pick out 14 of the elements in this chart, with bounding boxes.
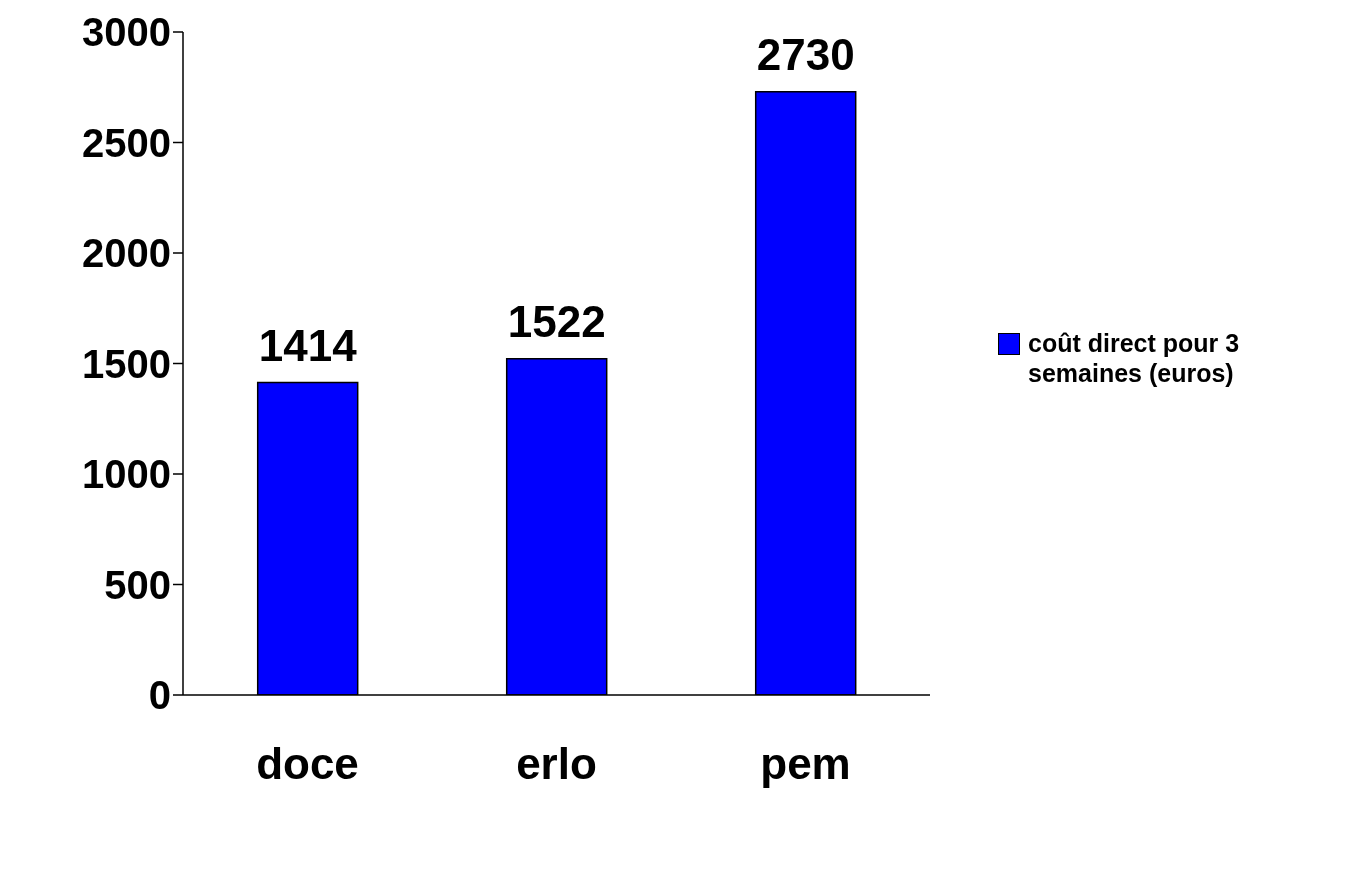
- y-tick-label: 2000: [82, 231, 171, 276]
- y-tick-label: 3000: [82, 10, 171, 55]
- y-tick-label: 0: [148, 673, 171, 718]
- x-tick-label: erlo: [516, 739, 597, 789]
- y-tick-label: 1000: [82, 452, 171, 497]
- data-label: 1414: [258, 320, 358, 370]
- x-tick-label: doce: [256, 739, 359, 789]
- x-tick-label: pem: [760, 739, 851, 789]
- y-tick-label: 1500: [82, 341, 171, 386]
- y-tick-label: 500: [104, 562, 171, 607]
- data-label: 1522: [507, 296, 606, 346]
- data-label: 2730: [756, 29, 855, 79]
- legend-label: coût direct pour 3 semaines (euros): [1028, 328, 1241, 388]
- y-tick-label: 2500: [82, 120, 171, 165]
